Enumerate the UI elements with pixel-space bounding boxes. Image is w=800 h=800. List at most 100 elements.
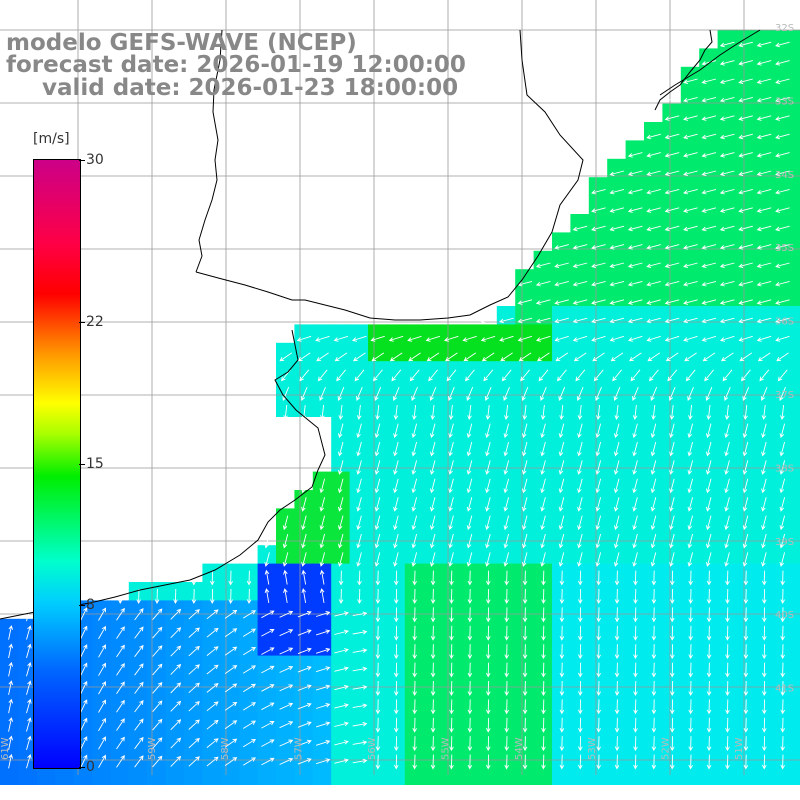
- wind-arrow: [761, 662, 767, 678]
- wind-arrow: [449, 736, 454, 752]
- wind-cell: [423, 710, 443, 730]
- wind-cell: [220, 674, 240, 693]
- wind-arrow: [485, 478, 491, 494]
- wind-cell: [717, 453, 737, 473]
- wind-arrow: [780, 717, 785, 733]
- wind-arrow: [375, 404, 380, 420]
- wind-cell: [460, 379, 479, 399]
- wind-cell: [294, 618, 314, 638]
- wind-arrow: [779, 460, 786, 475]
- wind-cell: [699, 766, 719, 785]
- wind-cell: [239, 692, 259, 712]
- wind-cell: [680, 471, 700, 491]
- wind-cell: [92, 710, 111, 730]
- colorbar-tick-label: 0: [86, 759, 95, 775]
- wind-arrow: [558, 497, 565, 512]
- wind-arrow: [504, 754, 509, 770]
- wind-cell: [184, 674, 203, 693]
- wind-arrow: [134, 626, 144, 639]
- wind-cell: [110, 710, 130, 730]
- wind-arrow: [683, 317, 698, 324]
- wind-arrow: [596, 607, 601, 623]
- wind-cell: [570, 508, 590, 528]
- wind-arrow: [558, 478, 565, 494]
- wind-cell: [368, 398, 387, 417]
- wind-cell: [110, 692, 130, 712]
- wind-cell: [257, 655, 277, 675]
- wind-cell: [625, 434, 645, 454]
- wind-cell: [460, 563, 479, 583]
- wind-cell: [515, 747, 535, 767]
- wind-cell: [368, 471, 387, 491]
- wind-cell: [699, 600, 719, 620]
- wind-arrow: [188, 609, 200, 620]
- wind-cell: [386, 710, 406, 730]
- wind-arrow: [669, 460, 675, 475]
- wind-arrow: [775, 317, 790, 324]
- wind-cell: [533, 747, 553, 767]
- wind-arrow: [26, 625, 32, 640]
- wind-cell: [588, 655, 608, 675]
- coastline: [0, 29, 761, 620]
- wind-cell: [478, 747, 498, 767]
- wind-arrow: [650, 515, 657, 531]
- wind-cell: [680, 747, 700, 767]
- wind-cell: [515, 361, 535, 381]
- wind-cell: [386, 379, 406, 399]
- wind-cell: [496, 361, 516, 381]
- wind-arrow: [26, 717, 32, 732]
- wind-arrow: [224, 720, 238, 730]
- wind-arrow: [299, 369, 310, 382]
- wind-arrow: [430, 404, 436, 420]
- wind-arrow: [760, 386, 768, 401]
- wind-arrow: [756, 262, 772, 269]
- wind-cell: [772, 379, 792, 399]
- wind-arrow: [412, 699, 417, 715]
- wind-arrow: [633, 754, 638, 770]
- wind-cell: [607, 471, 627, 491]
- wind-arrow: [719, 317, 735, 324]
- wind-arrow: [614, 662, 620, 678]
- wind-arrow: [705, 423, 712, 439]
- wind-arrow: [8, 735, 14, 751]
- wind-cell: [276, 710, 295, 730]
- wind-cell: [368, 361, 387, 381]
- wind-arrow: [170, 755, 182, 767]
- wind-arrow: [591, 262, 606, 269]
- wind-arrow: [646, 225, 661, 232]
- wind-arrow: [483, 369, 494, 382]
- wind-cell: [331, 490, 351, 509]
- wind-cell: [239, 618, 259, 638]
- wind-arrow: [541, 717, 546, 733]
- wind-cell: [460, 618, 479, 638]
- wind-arrow: [743, 736, 749, 752]
- wind-cell: [736, 674, 755, 693]
- wind-cell: [736, 600, 755, 620]
- wind-arrow: [595, 441, 602, 457]
- wind-arrow: [80, 699, 88, 713]
- title-valid-date: valid date: 2026-01-23 18:00:00: [42, 75, 459, 101]
- wind-arrow: [629, 352, 642, 362]
- wind-arrow: [540, 497, 546, 512]
- wind-arrow: [504, 625, 509, 641]
- wind-cell: [607, 563, 627, 583]
- wind-arrow: [738, 115, 753, 121]
- wind-cell: [754, 582, 774, 601]
- wind-arrow: [191, 570, 197, 586]
- wind-arrow: [627, 152, 643, 158]
- latitude-label: 37S: [775, 390, 794, 401]
- wind-cell: [460, 747, 479, 767]
- wind-cell: [386, 618, 406, 638]
- wind-cell: [680, 398, 700, 417]
- wind-arrow: [609, 335, 625, 342]
- wind-arrow: [356, 515, 362, 531]
- wind-arrow: [389, 352, 403, 362]
- wind-cell: [478, 416, 498, 436]
- wind-arrow: [264, 533, 270, 549]
- wind-cell: [478, 508, 498, 528]
- wind-arrow: [499, 335, 514, 342]
- wind-cell: [552, 674, 571, 693]
- wind-arrow: [664, 317, 680, 324]
- wind-cell: [312, 766, 332, 785]
- wind-arrow: [485, 680, 491, 696]
